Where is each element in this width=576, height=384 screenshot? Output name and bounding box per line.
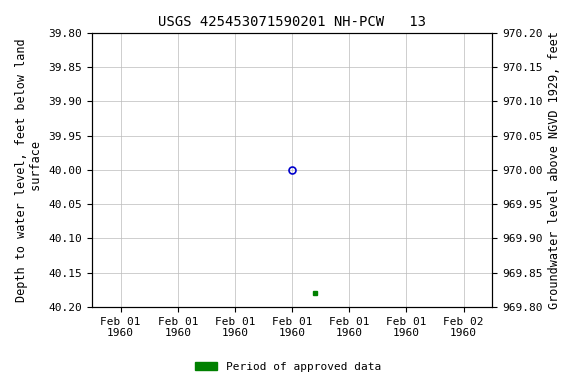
Legend: Period of approved data: Period of approved data — [191, 358, 385, 377]
Y-axis label: Groundwater level above NGVD 1929, feet: Groundwater level above NGVD 1929, feet — [548, 31, 561, 309]
Y-axis label: Depth to water level, feet below land
 surface: Depth to water level, feet below land su… — [15, 38, 43, 302]
Title: USGS 425453071590201 NH-PCW   13: USGS 425453071590201 NH-PCW 13 — [158, 15, 426, 29]
